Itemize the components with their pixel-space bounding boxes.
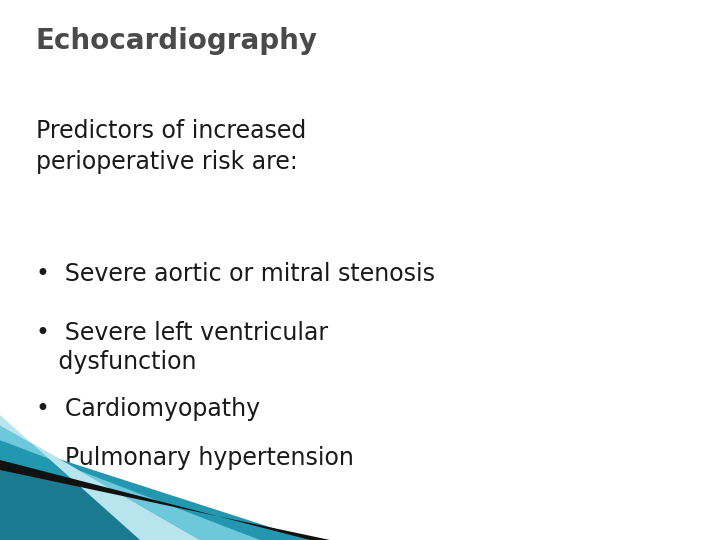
Text: •  Cardiomyopathy: • Cardiomyopathy <box>36 397 260 421</box>
Text: Predictors of increased
perioperative risk are:: Predictors of increased perioperative ri… <box>36 119 306 174</box>
Text: •  Severe aortic or mitral stenosis: • Severe aortic or mitral stenosis <box>36 262 435 286</box>
Polygon shape <box>0 460 330 540</box>
Polygon shape <box>0 460 310 540</box>
Text: •  Severe left ventricular
   dysfunction: • Severe left ventricular dysfunction <box>36 321 328 374</box>
Polygon shape <box>0 440 310 540</box>
Polygon shape <box>0 425 260 540</box>
Text: •  Pulmonary hypertension: • Pulmonary hypertension <box>36 446 354 469</box>
Text: Echocardiography: Echocardiography <box>36 27 318 55</box>
Polygon shape <box>0 415 200 540</box>
